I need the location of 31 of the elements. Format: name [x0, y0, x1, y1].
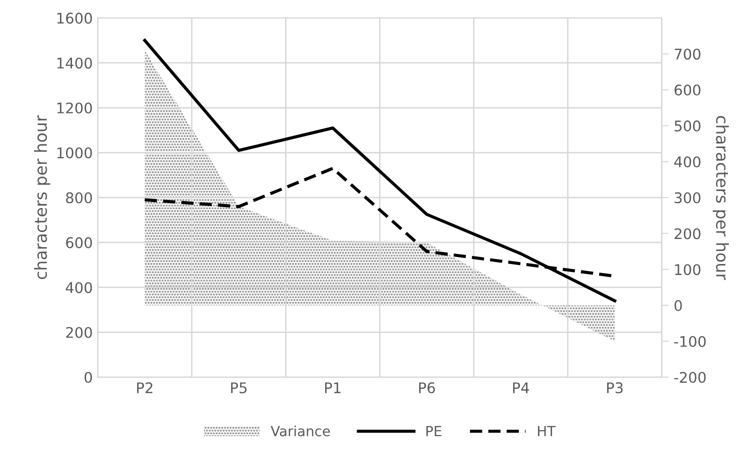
line-series [143, 38, 616, 302]
y-axis-title: characters per hour [34, 115, 50, 280]
y-tick-label: 200 [66, 326, 92, 338]
y2-tick-label: 200 [674, 228, 700, 240]
y2-tick-label: -200 [674, 372, 706, 383]
legend-label: HT [538, 426, 556, 436]
legend-label: Variance [270, 426, 330, 436]
y2-tick-label: 700 [674, 48, 700, 60]
y2-tick-label: -100 [674, 336, 706, 347]
x-tick-label: P1 [325, 382, 340, 394]
y-tick-label: 1600 [57, 12, 92, 24]
y-tick-label: 600 [66, 237, 92, 248]
y-tick-label: 1400 [57, 58, 92, 69]
x-tick-label: P3 [607, 382, 623, 394]
y2-tick-label: 0 [674, 300, 682, 312]
y-tick-label: 400 [66, 282, 92, 294]
y2-tick-label: 300 [674, 192, 700, 204]
x-tick-label: P5 [231, 382, 247, 394]
y2-tick-label: 500 [674, 120, 700, 132]
legend-label: PE [426, 426, 442, 436]
y2-tick-label: 400 [674, 156, 700, 168]
y-tick-label: 800 [66, 192, 92, 204]
x-tick-label: P2 [137, 382, 152, 394]
y2-tick-label: 600 [674, 84, 700, 96]
y2-axis-title: characters per hour [712, 116, 729, 280]
y2-tick-label: 100 [675, 264, 700, 276]
y-tick-label: 1200 [57, 102, 92, 114]
y-tick-label: 1000 [57, 147, 92, 158]
y-tick-label: 0 [84, 372, 92, 383]
x-tick-label: P4 [513, 382, 529, 394]
x-tick-label: P6 [419, 382, 435, 394]
